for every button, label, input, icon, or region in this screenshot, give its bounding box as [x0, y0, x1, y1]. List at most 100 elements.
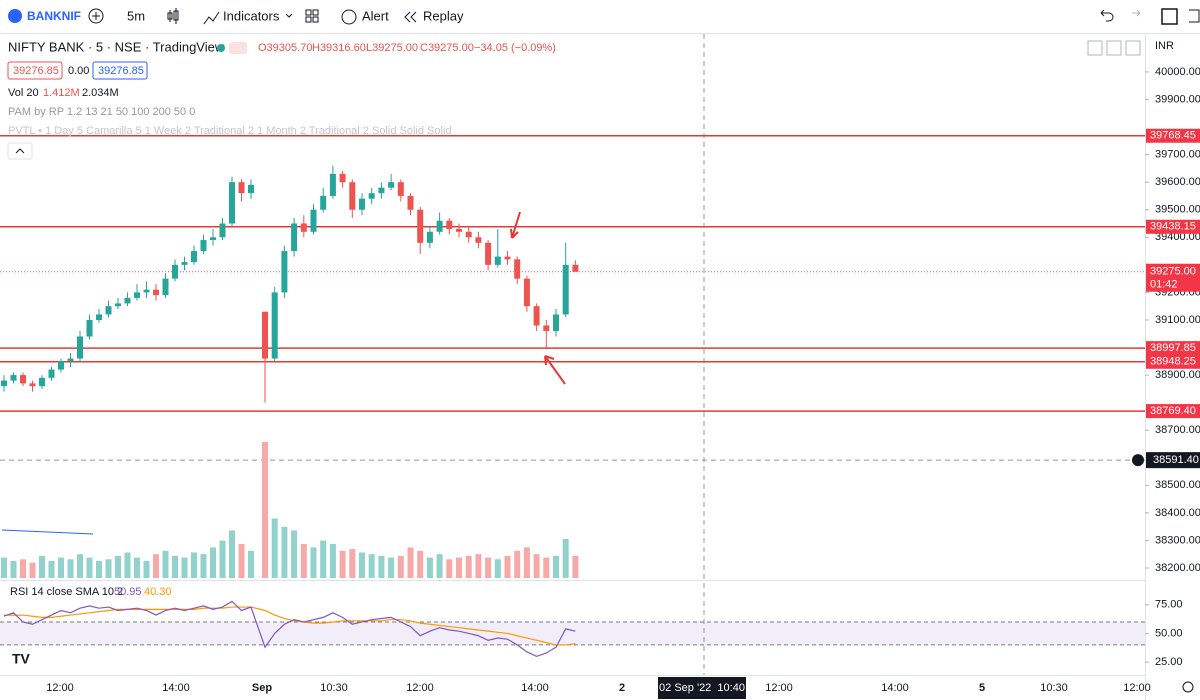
volume-bar: [339, 550, 346, 578]
last-price-box: [1146, 263, 1200, 292]
level-label: 39768.45: [1150, 130, 1196, 142]
candle-body: [153, 289, 159, 296]
button[interactable]: [1125, 40, 1141, 56]
candle-body: [219, 223, 226, 238]
volume-bar: [1, 557, 7, 578]
candle-body: [291, 223, 298, 252]
candle-body: [533, 306, 540, 326]
vol-ma: 2.034M: [82, 87, 119, 99]
interval[interactable]: 5m: [127, 8, 145, 23]
volume-bar: [115, 555, 121, 578]
sell-box[interactable]: [7, 61, 63, 80]
candle-body: [105, 306, 112, 315]
candle-body: [475, 237, 482, 243]
price-tick-label: 38700.00: [1155, 424, 1200, 436]
candle-body: [465, 231, 472, 238]
buy-box[interactable]: [92, 61, 148, 80]
volume-bar: [553, 555, 559, 578]
candle-body: [426, 231, 433, 243]
candle-body: [572, 264, 579, 272]
volume-bar: [523, 547, 530, 578]
candle-body: [368, 193, 375, 199]
add-icon: [92, 12, 100, 20]
candle-body: [553, 314, 559, 331]
rsi-tick-label: 75.00: [1155, 599, 1183, 611]
crosshair-plus: [1132, 454, 1144, 467]
price-tick-label: 38200.00: [1155, 562, 1200, 574]
alert[interactable]: Alert: [362, 8, 389, 23]
snapshot[interactable]: [1189, 9, 1200, 23]
add-symbol[interactable]: [88, 8, 104, 24]
candle-body: [504, 256, 511, 260]
candle-body: [271, 292, 278, 359]
time-label: 10:30: [1040, 682, 1068, 694]
candle-body: [310, 209, 317, 232]
candle-body: [162, 278, 169, 296]
volume-bar: [300, 544, 307, 578]
volume-bar: [475, 554, 482, 578]
candle-body: [562, 264, 569, 315]
volume-bar: [271, 518, 278, 578]
price-tick-label: 38400.00: [1155, 507, 1200, 519]
button[interactable]: [1106, 40, 1122, 56]
candle-body: [514, 259, 521, 279]
replay[interactable]: Replay: [423, 8, 464, 23]
time-label: 14:00: [881, 682, 909, 694]
volume-bar: [436, 554, 443, 578]
volume-bar: [533, 554, 540, 578]
dropdown[interactable]: [285, 13, 293, 18]
candle-body: [349, 182, 356, 210]
pvt-title: PVTL • 1 Day 5 Camarilla 5 1 Week 2 Trad…: [8, 125, 451, 137]
legend-open: O39305.70: [258, 42, 312, 54]
sell-price[interactable]: 39276.85: [13, 65, 59, 77]
candle-body: [39, 377, 45, 387]
buy-price[interactable]: 39276.85: [98, 65, 144, 77]
currency: INR: [1155, 40, 1174, 52]
candle-body: [143, 289, 150, 293]
price-tick-label: 39500.00: [1155, 204, 1200, 216]
candle-body: [10, 375, 17, 381]
volume-bar: [504, 555, 511, 578]
collapse[interactable]: [7, 142, 33, 160]
level-label-box: [1146, 219, 1200, 234]
candle-body: [320, 195, 327, 210]
level-label: 39438.15: [1150, 221, 1196, 233]
fullscreen[interactable]: [1161, 8, 1178, 25]
annotation-arrow: [544, 355, 566, 385]
time-label: 5: [979, 682, 985, 694]
volume-bar: [514, 550, 521, 578]
volume-bar: [248, 550, 254, 578]
countdown: 01:42: [1150, 279, 1178, 291]
candle-body: [77, 336, 83, 359]
layouts[interactable]: [305, 9, 319, 23]
volume-bar: [105, 559, 112, 578]
button[interactable]: [1087, 40, 1103, 56]
volume-bar: [329, 544, 336, 578]
candle-body: [86, 319, 93, 337]
legend-high: H39316.60: [312, 42, 366, 54]
symbol[interactable]: BANKNIF: [27, 9, 81, 23]
settings[interactable]: [1182, 681, 1194, 693]
volume-bar: [485, 557, 492, 578]
volume-bar: [320, 540, 327, 578]
symbol-icon[interactable]: [8, 9, 22, 23]
legend-title: NIFTY BANK · 5 · NSE · TradingView: [8, 39, 225, 54]
volume-bar: [96, 561, 102, 578]
vol-title: Vol 20: [8, 87, 39, 99]
candle-body: [191, 251, 197, 263]
time-label: 12:00: [1123, 682, 1151, 694]
candle-body: [48, 369, 55, 378]
price-tick-label: 38900.00: [1155, 369, 1200, 381]
candle-body: [210, 237, 216, 241]
legend-badge: [229, 42, 247, 54]
price-tick-label: 38500.00: [1155, 479, 1200, 491]
volume-bar: [153, 554, 159, 578]
undo[interactable]: [1100, 9, 1114, 22]
chart-type[interactable]: [167, 8, 179, 24]
annotation-arrow: [510, 211, 521, 239]
candle-body: [523, 278, 530, 307]
candle-body: [248, 184, 254, 194]
indicators[interactable]: Indicators: [223, 8, 280, 23]
redo[interactable]: [1132, 9, 1141, 17]
